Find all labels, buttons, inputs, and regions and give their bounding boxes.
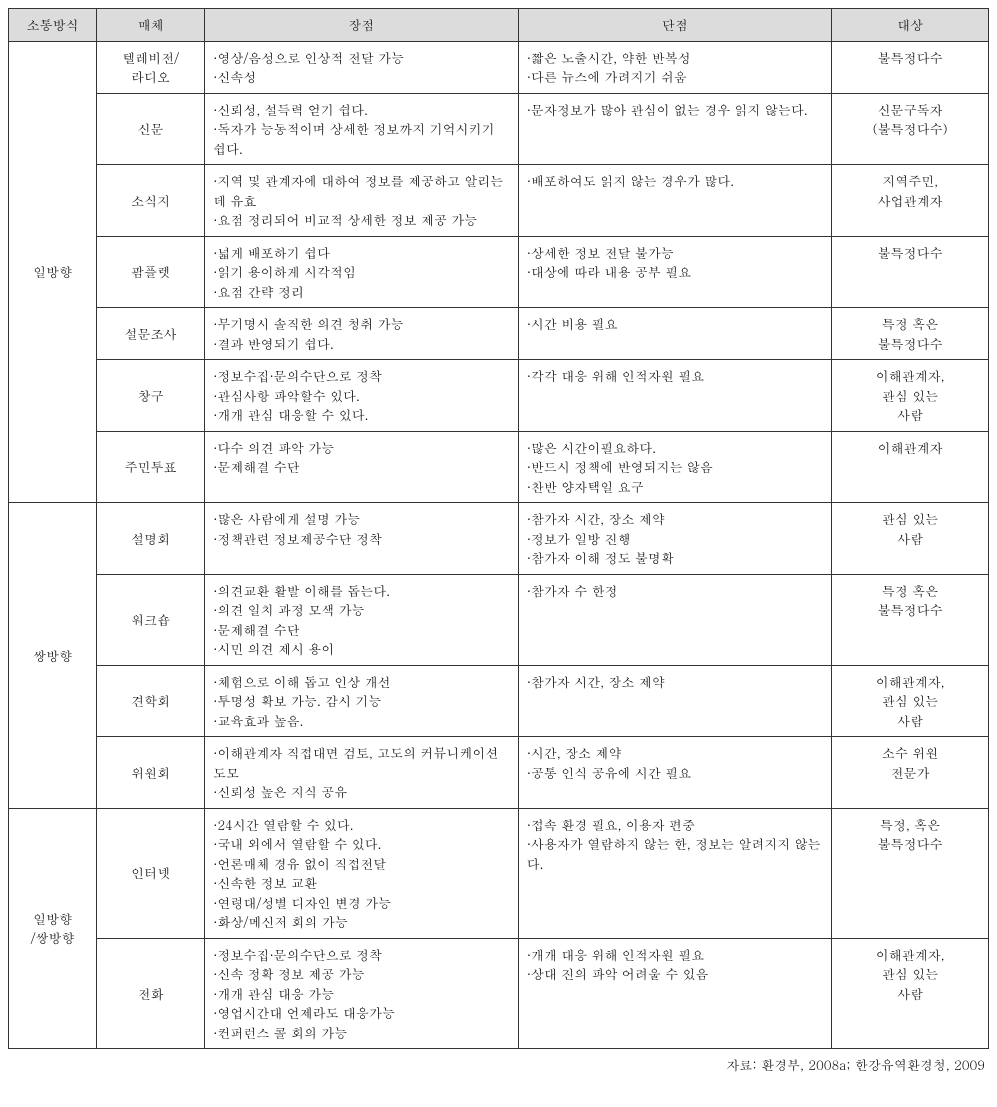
pros-cell: ·지역 및 관계자에 대하여 정보를 제공하고 알리는데 유효·요점 정리되어 … bbox=[204, 165, 518, 237]
target-cell: 불특정다수 bbox=[832, 236, 989, 308]
cons-cell: ·많은 시간이필요하다.·반드시 정책에 반영되지는 않음·찬반 양자택일 요구 bbox=[518, 431, 832, 503]
cons-cell: ·문자정보가 많아 관심이 없는 경우 읽지 않는다. bbox=[518, 93, 832, 165]
pros-cell: ·정보수집·문의수단으로 정착·관심사항 파악할수 있다.·개개 관심 대응할 … bbox=[204, 360, 518, 432]
header-pros: 장점 bbox=[204, 9, 518, 42]
table-row: 주민투표·다수 의견 파악 가능·문제해결 수단·많은 시간이필요하다.·반드시… bbox=[9, 431, 989, 503]
header-target: 대상 bbox=[832, 9, 989, 42]
cons-cell: ·개개 대응 위해 인적자원 필요·상대 진의 파악 어려울 수 있음 bbox=[518, 938, 832, 1049]
table-row: 창구·정보수집·문의수단으로 정착·관심사항 파악할수 있다.·개개 관심 대응… bbox=[9, 360, 989, 432]
communication-methods-table: 소통방식 매체 장점 단점 대상 일방향텔레비전/라디오·영상/음성으로 인상적… bbox=[8, 8, 989, 1049]
target-cell: 이해관계자,관심 있는사람 bbox=[832, 665, 989, 737]
table-row: 쌍방향설명회·많은 사람에게 설명 가능·정책관련 정보제공수단 정착·참가자 … bbox=[9, 503, 989, 575]
medium-cell: 설문조사 bbox=[97, 308, 205, 360]
table-row: 신문·신뢰성, 설득력 얻기 쉽다.·독자가 능동적이며 상세한 정보까지 기억… bbox=[9, 93, 989, 165]
table-row: 견학회·체험으로 이해 돕고 인상 개선·투명성 확보 가능. 감시 기능·교육… bbox=[9, 665, 989, 737]
table-row: 소식지·지역 및 관계자에 대하여 정보를 제공하고 알리는데 유효·요점 정리… bbox=[9, 165, 989, 237]
medium-cell: 창구 bbox=[97, 360, 205, 432]
target-cell: 특정 혹은불특정다수 bbox=[832, 574, 989, 665]
medium-cell: 신문 bbox=[97, 93, 205, 165]
medium-cell: 전화 bbox=[97, 938, 205, 1049]
cons-cell: ·짧은 노출시간, 약한 반복성·다른 뉴스에 가려지기 쉬움 bbox=[518, 41, 832, 93]
pros-cell: ·이해관계자 직접대면 검토, 고도의 커뮤니케이션 도모·신뢰성 높은 지식 … bbox=[204, 737, 518, 809]
cons-cell: ·각각 대응 위해 인적자원 필요 bbox=[518, 360, 832, 432]
medium-cell: 위원회 bbox=[97, 737, 205, 809]
medium-cell: 인터넷 bbox=[97, 808, 205, 938]
target-cell: 이해관계자 bbox=[832, 431, 989, 503]
target-cell: 신문구독자(불특정다수) bbox=[832, 93, 989, 165]
medium-cell: 워크숍 bbox=[97, 574, 205, 665]
target-cell: 특정 혹은불특정다수 bbox=[832, 308, 989, 360]
header-row: 소통방식 매체 장점 단점 대상 bbox=[9, 9, 989, 42]
cons-cell: ·배포하여도 읽지 않는 경우가 많다. bbox=[518, 165, 832, 237]
medium-cell: 소식지 bbox=[97, 165, 205, 237]
target-cell: 이해관계자,관심 있는사람 bbox=[832, 938, 989, 1049]
cons-cell: ·참가자 시간, 장소 제약 bbox=[518, 665, 832, 737]
mode-cell: 일방향/쌍방향 bbox=[9, 808, 97, 1049]
source-citation: 자료: 환경부, 2008a; 한강유역환경청, 2009 bbox=[8, 1055, 989, 1074]
header-medium: 매체 bbox=[97, 9, 205, 42]
mode-cell: 일방향 bbox=[9, 41, 97, 503]
pros-cell: ·의견교환 활발 이해를 돕는다.·의견 일치 과정 모색 가능·문제해결 수단… bbox=[204, 574, 518, 665]
cons-cell: ·참가자 수 한정 bbox=[518, 574, 832, 665]
medium-cell: 설명회 bbox=[97, 503, 205, 575]
pros-cell: ·신뢰성, 설득력 얻기 쉽다.·독자가 능동적이며 상세한 정보까지 기억시키… bbox=[204, 93, 518, 165]
target-cell: 관심 있는사람 bbox=[832, 503, 989, 575]
table-row: 위원회·이해관계자 직접대면 검토, 고도의 커뮤니케이션 도모·신뢰성 높은 … bbox=[9, 737, 989, 809]
table-row: 팜플렛·넓게 배포하기 쉽다·읽기 용이하게 시각적임·요점 간략 정리·상세한… bbox=[9, 236, 989, 308]
table-row: 워크숍·의견교환 활발 이해를 돕는다.·의견 일치 과정 모색 가능·문제해결… bbox=[9, 574, 989, 665]
pros-cell: ·무기명시 솔직한 의견 청취 가능·결과 반영되기 쉽다. bbox=[204, 308, 518, 360]
header-cons: 단점 bbox=[518, 9, 832, 42]
header-mode: 소통방식 bbox=[9, 9, 97, 42]
target-cell: 이해관계자,관심 있는사람 bbox=[832, 360, 989, 432]
cons-cell: ·참가자 시간, 장소 제약·정보가 일방 진행·참가자 이해 정도 불명확 bbox=[518, 503, 832, 575]
table-row: 설문조사·무기명시 솔직한 의견 청취 가능·결과 반영되기 쉽다.·시간 비용… bbox=[9, 308, 989, 360]
target-cell: 불특정다수 bbox=[832, 41, 989, 93]
cons-cell: ·시간, 장소 제약·공통 인식 공유에 시간 필요 bbox=[518, 737, 832, 809]
cons-cell: ·접속 환경 필요, 이용자 편중·사용자가 열람하지 않는 한, 정보는 알려… bbox=[518, 808, 832, 938]
medium-cell: 텔레비전/라디오 bbox=[97, 41, 205, 93]
table-body: 일방향텔레비전/라디오·영상/음성으로 인상적 전달 가능·신속성·짧은 노출시… bbox=[9, 41, 989, 1049]
table-row: 전화·정보수집·문의수단으로 정착·신속 정확 정보 제공 가능·개개 관심 대… bbox=[9, 938, 989, 1049]
medium-cell: 견학회 bbox=[97, 665, 205, 737]
cons-cell: ·상세한 정보 전달 불가능·대상에 따라 내용 공부 필요 bbox=[518, 236, 832, 308]
target-cell: 소수 위원전문가 bbox=[832, 737, 989, 809]
medium-cell: 주민투표 bbox=[97, 431, 205, 503]
target-cell: 특정, 혹은불특정다수 bbox=[832, 808, 989, 938]
pros-cell: ·많은 사람에게 설명 가능·정책관련 정보제공수단 정착 bbox=[204, 503, 518, 575]
pros-cell: ·다수 의견 파악 가능·문제해결 수단 bbox=[204, 431, 518, 503]
pros-cell: ·체험으로 이해 돕고 인상 개선·투명성 확보 가능. 감시 기능·교육효과 … bbox=[204, 665, 518, 737]
mode-cell: 쌍방향 bbox=[9, 503, 97, 809]
pros-cell: ·24시간 열람할 수 있다.·국내 외에서 열람할 수 있다.·언론매체 경유… bbox=[204, 808, 518, 938]
table-row: 일방향텔레비전/라디오·영상/음성으로 인상적 전달 가능·신속성·짧은 노출시… bbox=[9, 41, 989, 93]
pros-cell: ·영상/음성으로 인상적 전달 가능·신속성 bbox=[204, 41, 518, 93]
pros-cell: ·정보수집·문의수단으로 정착·신속 정확 정보 제공 가능·개개 관심 대응 … bbox=[204, 938, 518, 1049]
target-cell: 지역주민,사업관계자 bbox=[832, 165, 989, 237]
cons-cell: ·시간 비용 필요 bbox=[518, 308, 832, 360]
table-row: 일방향/쌍방향인터넷·24시간 열람할 수 있다.·국내 외에서 열람할 수 있… bbox=[9, 808, 989, 938]
pros-cell: ·넓게 배포하기 쉽다·읽기 용이하게 시각적임·요점 간략 정리 bbox=[204, 236, 518, 308]
medium-cell: 팜플렛 bbox=[97, 236, 205, 308]
